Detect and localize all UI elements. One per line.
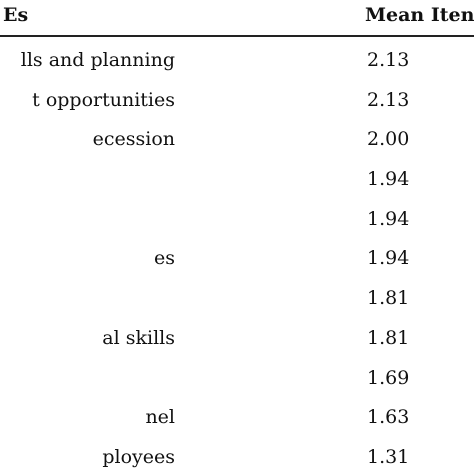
row-label: al skills [102, 326, 175, 349]
table-row: 1.81 [0, 281, 474, 321]
row-label: nel [145, 406, 175, 429]
row-mean-value: 1.94 [367, 247, 410, 270]
row-mean-value: 1.81 [367, 326, 410, 349]
row-mean-value: 1.94 [367, 168, 410, 191]
table-row: es 1.94 [0, 241, 474, 281]
table-row: 1.94 [0, 202, 474, 242]
table-row: 1.69 [0, 361, 474, 401]
row-mean-value: 2.13 [367, 49, 410, 71]
column-header-items: Es [3, 4, 29, 26]
table-row: al skills 1.81 [0, 321, 474, 361]
row-mean-value: 1.94 [367, 207, 410, 230]
table-header: Es Mean Iten [0, 0, 474, 34]
header-rule [0, 35, 474, 37]
row-label: ployees [102, 445, 175, 468]
table-row: t opportunities 2.13 [0, 83, 474, 123]
row-mean-value: 1.81 [367, 287, 410, 310]
table-row: 1.94 [0, 162, 474, 202]
column-header-mean-item-score: Mean Iten [365, 4, 474, 26]
row-label: es [154, 247, 175, 270]
table-row: lls and planning 2.13 [0, 43, 474, 83]
row-label: ecession [92, 128, 175, 151]
row-mean-value: 1.69 [367, 366, 410, 389]
table-row: ployees 1.31 [0, 440, 474, 474]
row-mean-value: 2.00 [367, 128, 410, 151]
table-body: lls and planning 2.13 t opportunities 2.… [0, 43, 474, 474]
table-row: ecession 2.00 [0, 122, 474, 162]
table-row: nel 1.63 [0, 400, 474, 440]
row-mean-value: 2.13 [367, 88, 410, 111]
row-label: lls and planning [20, 49, 175, 71]
row-label: t opportunities [32, 88, 175, 111]
row-mean-value: 1.31 [367, 445, 410, 468]
row-mean-value: 1.63 [367, 406, 410, 429]
